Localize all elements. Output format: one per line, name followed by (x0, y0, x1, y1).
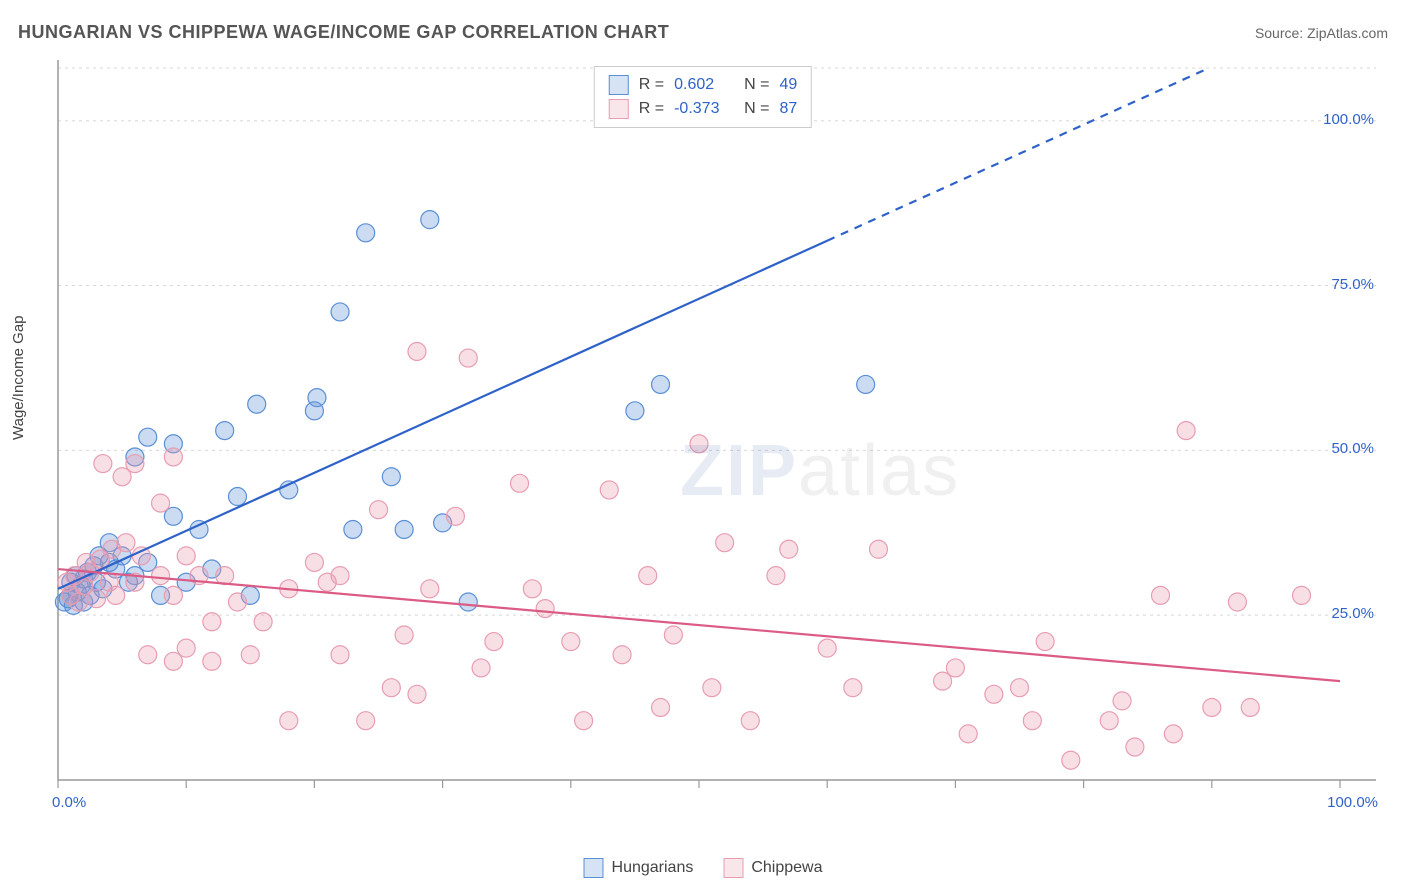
legend-item: Hungarians (584, 858, 694, 878)
axis-tick-label: 50.0% (1331, 440, 1374, 457)
axis-tick-label: 0.0% (52, 794, 86, 811)
n-value: 87 (779, 100, 797, 118)
correlation-legend: R = 0.602 N = 49 R = -0.373 N = 87 (594, 66, 812, 128)
chart-source: Source: ZipAtlas.com (1255, 25, 1388, 41)
axis-tick-label: 100.0% (1327, 794, 1378, 811)
axis-tick-label: 100.0% (1323, 111, 1374, 128)
series-legend: Hungarians Chippewa (584, 858, 823, 878)
legend-swatch (609, 99, 629, 119)
legend-item: Chippewa (723, 858, 822, 878)
r-label: R = (639, 76, 664, 94)
r-label: R = (639, 100, 664, 118)
n-label: N = (744, 100, 769, 118)
n-value: 49 (779, 76, 797, 94)
legend-swatch (609, 75, 629, 95)
legend-swatch (584, 858, 604, 878)
legend-row: R = 0.602 N = 49 (609, 73, 797, 97)
scatter-plot (50, 60, 1380, 820)
legend-swatch (723, 858, 743, 878)
chart-title: HUNGARIAN VS CHIPPEWA WAGE/INCOME GAP CO… (18, 22, 669, 43)
axis-tick-label: 75.0% (1331, 276, 1374, 293)
legend-row: R = -0.373 N = 87 (609, 97, 797, 121)
n-label: N = (744, 76, 769, 94)
r-value: 0.602 (674, 76, 734, 94)
r-value: -0.373 (674, 100, 734, 118)
legend-label: Chippewa (751, 859, 822, 877)
axis-tick-label: 25.0% (1331, 605, 1374, 622)
y-axis-label: Wage/Income Gap (10, 315, 27, 440)
legend-label: Hungarians (612, 859, 694, 877)
